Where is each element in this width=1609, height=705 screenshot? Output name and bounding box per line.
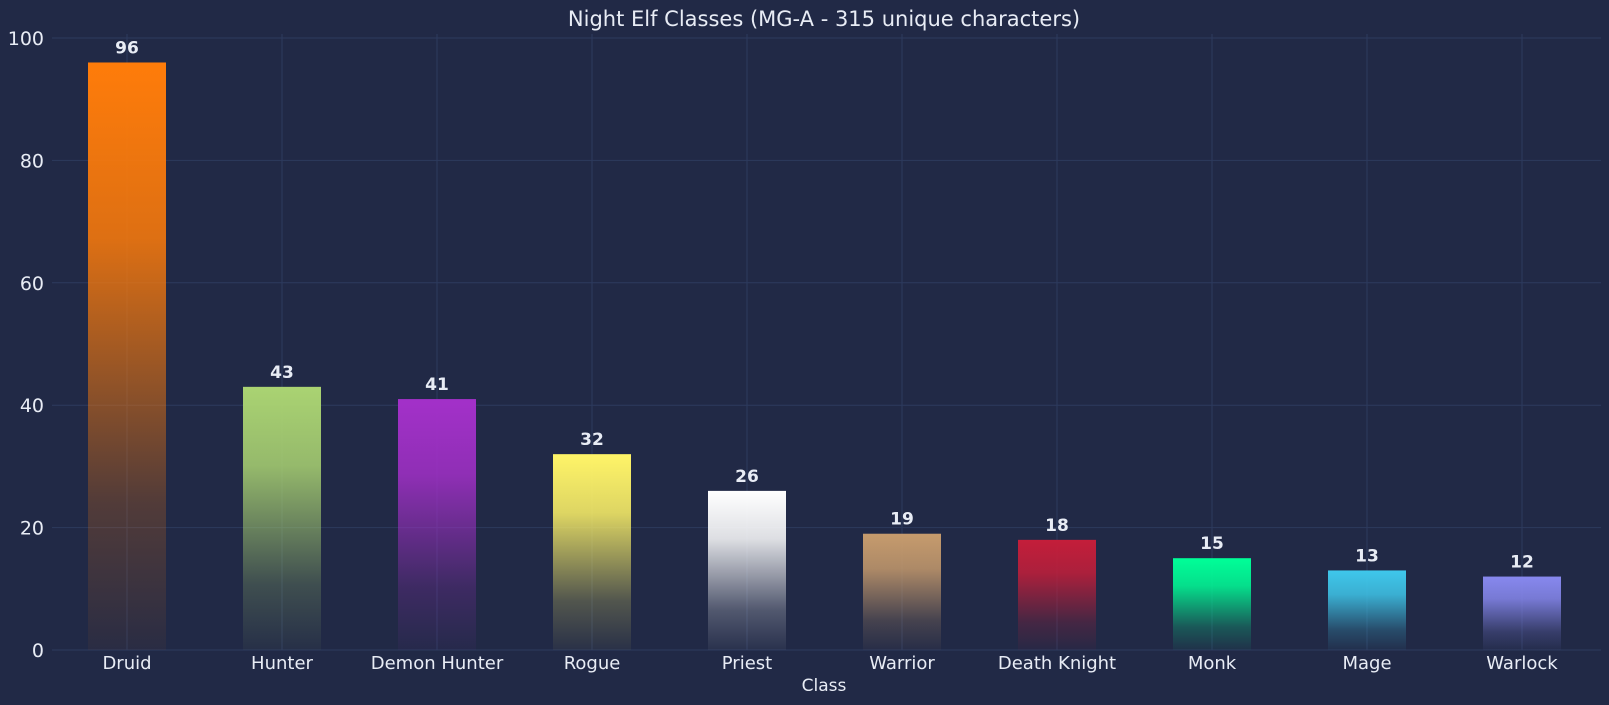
x-axis-label: Class bbox=[802, 676, 847, 696]
y-tick-label: 20 bbox=[20, 518, 44, 540]
y-tick-label: 80 bbox=[20, 150, 44, 172]
bar-druid bbox=[88, 62, 166, 651]
value-label-rogue: 32 bbox=[580, 430, 604, 450]
y-axis-ticks: 0 20 40 60 80 100 bbox=[8, 28, 44, 662]
x-tick-label-death-knight: Death Knight bbox=[998, 653, 1116, 674]
bar-warrior bbox=[863, 533, 941, 650]
bars bbox=[88, 62, 1561, 651]
value-label-death-knight: 18 bbox=[1045, 516, 1069, 536]
x-tick-label-priest: Priest bbox=[722, 653, 772, 674]
x-tick-label-rogue: Rogue bbox=[564, 653, 621, 674]
bar-death-knight bbox=[1018, 539, 1096, 650]
value-label-monk: 15 bbox=[1200, 534, 1224, 554]
x-tick-label-monk: Monk bbox=[1188, 653, 1237, 674]
x-tick-label-hunter: Hunter bbox=[251, 653, 313, 674]
y-tick-label: 60 bbox=[20, 273, 44, 295]
bar-mage bbox=[1328, 570, 1406, 650]
x-tick-label-warlock: Warlock bbox=[1486, 653, 1558, 674]
value-label-priest: 26 bbox=[735, 467, 759, 487]
x-tick-label-demon-hunter: Demon Hunter bbox=[371, 653, 504, 674]
y-tick-label: 100 bbox=[8, 28, 44, 50]
value-label-demon-hunter: 41 bbox=[425, 375, 449, 395]
x-tick-label-mage: Mage bbox=[1342, 653, 1391, 674]
value-label-warlock: 12 bbox=[1510, 553, 1534, 573]
x-tick-label-druid: Druid bbox=[102, 653, 151, 674]
value-label-warrior: 19 bbox=[890, 510, 914, 530]
value-label-mage: 13 bbox=[1355, 546, 1379, 566]
value-label-druid: 96 bbox=[115, 38, 139, 58]
bar-priest bbox=[708, 490, 786, 650]
chart-title: Night Elf Classes (MG-A - 315 unique cha… bbox=[568, 7, 1080, 31]
y-tick-label: 0 bbox=[32, 640, 44, 662]
value-labels: 96 43 41 32 26 19 18 15 13 12 bbox=[115, 38, 1534, 572]
value-label-hunter: 43 bbox=[270, 363, 294, 383]
bar-rogue bbox=[553, 454, 631, 650]
bar-demon-hunter bbox=[398, 399, 476, 650]
bar-monk bbox=[1173, 558, 1251, 650]
bar-hunter bbox=[243, 386, 321, 650]
bar-warlock bbox=[1483, 576, 1561, 650]
y-tick-label: 40 bbox=[20, 395, 44, 417]
x-tick-label-warrior: Warrior bbox=[869, 653, 935, 674]
x-axis-ticks: Druid Hunter Demon Hunter Rogue Priest Warrio… bbox=[102, 653, 1558, 674]
